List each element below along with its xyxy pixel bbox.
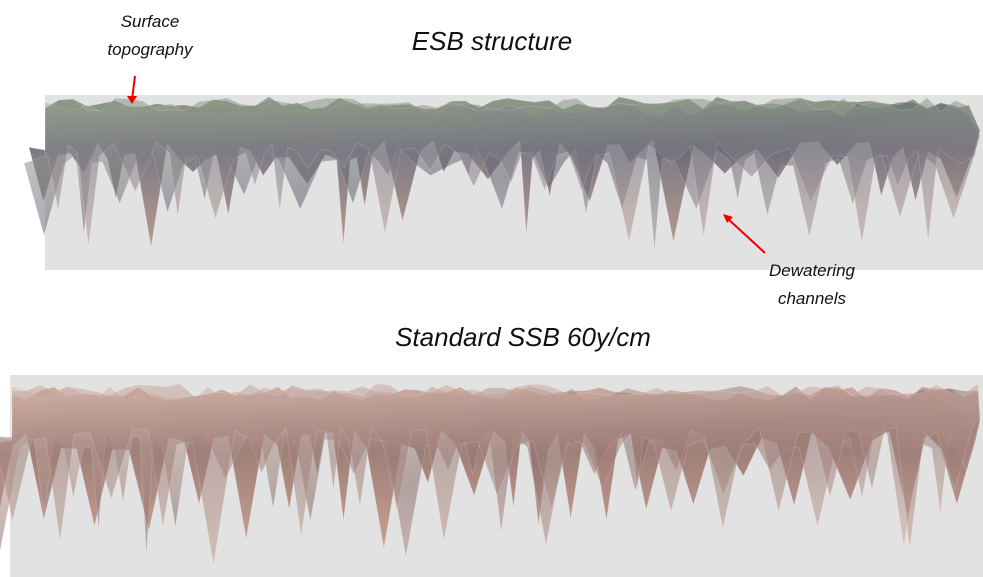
annotation-line: Surface: [121, 12, 180, 31]
top-title: ESB structure: [412, 26, 572, 56]
figure: ESB structure Standard SSB 60y/cm Surfac…: [0, 0, 983, 577]
bottom-title: Standard SSB 60y/cm: [395, 322, 651, 352]
annotation-line: topography: [107, 40, 194, 59]
annotation-line: Dewatering: [769, 261, 856, 280]
annotation-line: channels: [778, 289, 847, 308]
page: ESB structure Standard SSB 60y/cm Surfac…: [0, 0, 983, 577]
